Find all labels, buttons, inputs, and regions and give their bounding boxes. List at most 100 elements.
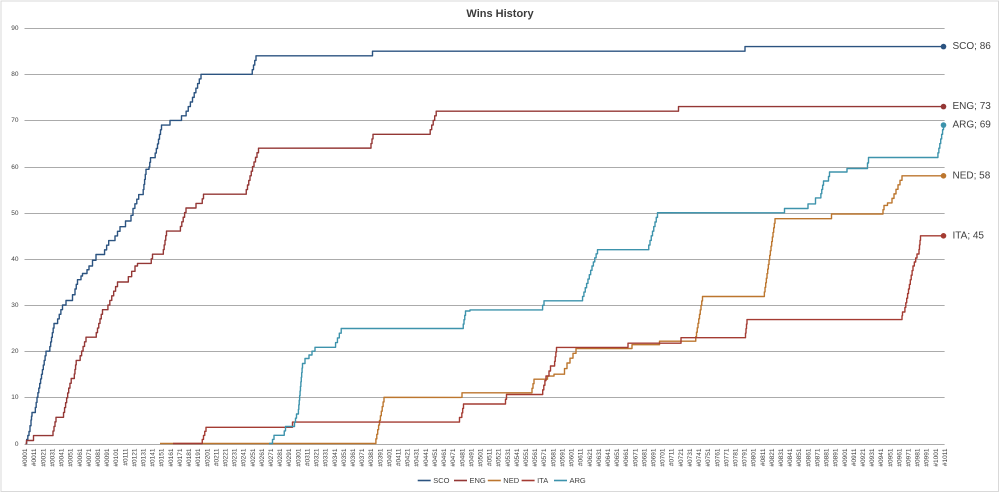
- svg-text:#0631: #0631: [596, 448, 603, 466]
- svg-text:#0481: #0481: [459, 448, 466, 466]
- svg-text:#0171: #0171: [177, 448, 184, 466]
- svg-text:#1011: #1011: [942, 448, 949, 466]
- svg-text:#0561: #0561: [532, 448, 539, 466]
- svg-text:#0791: #0791: [742, 448, 749, 466]
- svg-text:#0541: #0541: [514, 448, 521, 466]
- svg-text:#0661: #0661: [623, 448, 630, 466]
- svg-text:#0371: #0371: [359, 448, 366, 466]
- svg-text:#0581: #0581: [550, 448, 557, 466]
- svg-text:#0831: #0831: [778, 448, 785, 466]
- svg-text:#0391: #0391: [377, 448, 384, 466]
- svg-text:#0811: #0811: [760, 448, 767, 466]
- svg-text:#0351: #0351: [341, 448, 348, 466]
- svg-text:#0801: #0801: [751, 448, 758, 466]
- svg-text:#0971: #0971: [906, 448, 913, 466]
- svg-text:#0991: #0991: [924, 448, 931, 466]
- svg-text:#0031: #0031: [49, 448, 56, 466]
- svg-text:#0041: #0041: [59, 448, 66, 466]
- svg-text:ENG: ENG: [470, 476, 486, 485]
- svg-text:#0871: #0871: [814, 448, 821, 466]
- svg-text:#0091: #0091: [104, 448, 111, 466]
- svg-text:ITA: ITA: [537, 476, 548, 485]
- svg-text:#0521: #0521: [496, 448, 503, 466]
- svg-text:#0441: #0441: [423, 448, 430, 466]
- svg-text:#0901: #0901: [842, 448, 849, 466]
- svg-text:#0401: #0401: [386, 448, 393, 466]
- svg-text:#0701: #0701: [660, 448, 667, 466]
- svg-text:#0261: #0261: [259, 448, 266, 466]
- svg-text:#0571: #0571: [541, 448, 548, 466]
- svg-text:#0291: #0291: [286, 448, 293, 466]
- svg-text:#0001: #0001: [22, 448, 29, 466]
- svg-text:40: 40: [11, 256, 19, 263]
- svg-text:#0931: #0931: [869, 448, 876, 466]
- svg-text:#0861: #0861: [805, 448, 812, 466]
- svg-text:#0771: #0771: [723, 448, 730, 466]
- svg-text:#0881: #0881: [824, 448, 831, 466]
- svg-text:ITA; 45: ITA; 45: [953, 230, 985, 241]
- svg-text:#0311: #0311: [304, 448, 311, 466]
- svg-text:#0121: #0121: [131, 448, 138, 466]
- svg-text:#0761: #0761: [714, 448, 721, 466]
- svg-text:#0681: #0681: [641, 448, 648, 466]
- svg-text:#0301: #0301: [295, 448, 302, 466]
- svg-text:#0331: #0331: [323, 448, 330, 466]
- svg-text:#0231: #0231: [232, 448, 239, 466]
- svg-text:#0161: #0161: [168, 448, 175, 466]
- svg-text:#0601: #0601: [569, 448, 576, 466]
- svg-text:#0921: #0921: [860, 448, 867, 466]
- svg-text:#0081: #0081: [95, 448, 102, 466]
- svg-text:#0641: #0641: [605, 448, 612, 466]
- svg-text:#0491: #0491: [468, 448, 475, 466]
- svg-text:#0551: #0551: [523, 448, 530, 466]
- svg-text:SCO; 86: SCO; 86: [953, 41, 992, 52]
- svg-text:#0851: #0851: [796, 448, 803, 466]
- svg-text:Wins History: Wins History: [466, 8, 534, 20]
- svg-text:#0251: #0251: [250, 448, 257, 466]
- svg-text:#0411: #0411: [396, 448, 403, 466]
- svg-text:#0721: #0721: [678, 448, 685, 466]
- svg-text:#0341: #0341: [332, 448, 339, 466]
- svg-text:#0951: #0951: [887, 448, 894, 466]
- svg-text:#0321: #0321: [314, 448, 321, 466]
- svg-text:#0241: #0241: [241, 448, 248, 466]
- svg-text:#0201: #0201: [204, 448, 211, 466]
- svg-text:#0151: #0151: [159, 448, 166, 466]
- svg-text:20: 20: [11, 348, 19, 355]
- svg-text:#0501: #0501: [477, 448, 484, 466]
- svg-text:#0281: #0281: [277, 448, 284, 466]
- svg-text:#0711: #0711: [669, 448, 676, 466]
- svg-text:ARG: ARG: [570, 476, 586, 485]
- svg-text:#0361: #0361: [350, 448, 357, 466]
- svg-text:#0981: #0981: [915, 448, 922, 466]
- svg-text:#0181: #0181: [186, 448, 193, 466]
- svg-text:50: 50: [11, 210, 19, 217]
- svg-text:#0381: #0381: [368, 448, 375, 466]
- svg-text:#0531: #0531: [505, 448, 512, 466]
- svg-text:#0111: #0111: [122, 448, 129, 465]
- svg-text:#0141: #0141: [150, 448, 157, 466]
- svg-text:#0431: #0431: [414, 448, 421, 466]
- svg-text:SCO: SCO: [433, 476, 449, 485]
- svg-text:10: 10: [11, 394, 19, 401]
- svg-text:#0751: #0751: [705, 448, 712, 466]
- svg-text:ENG; 73: ENG; 73: [953, 101, 992, 112]
- svg-text:#0781: #0781: [732, 448, 739, 466]
- svg-text:#0741: #0741: [696, 448, 703, 466]
- svg-text:NED: NED: [503, 476, 519, 485]
- svg-text:#0221: #0221: [222, 448, 229, 466]
- svg-text:#0731: #0731: [687, 448, 694, 466]
- svg-text:#0841: #0841: [787, 448, 794, 466]
- svg-text:#0961: #0961: [896, 448, 903, 466]
- svg-text:#0191: #0191: [195, 448, 202, 466]
- svg-text:0: 0: [15, 441, 19, 448]
- svg-text:#0511: #0511: [487, 448, 494, 466]
- svg-text:#0911: #0911: [851, 448, 858, 466]
- svg-text:NED; 58: NED; 58: [953, 170, 991, 181]
- svg-text:#0271: #0271: [268, 448, 275, 466]
- svg-text:#1001: #1001: [933, 448, 940, 466]
- svg-text:#0461: #0461: [441, 448, 448, 466]
- svg-text:#0621: #0621: [587, 448, 594, 466]
- svg-text:#0071: #0071: [86, 448, 93, 466]
- svg-text:#0671: #0671: [632, 448, 639, 466]
